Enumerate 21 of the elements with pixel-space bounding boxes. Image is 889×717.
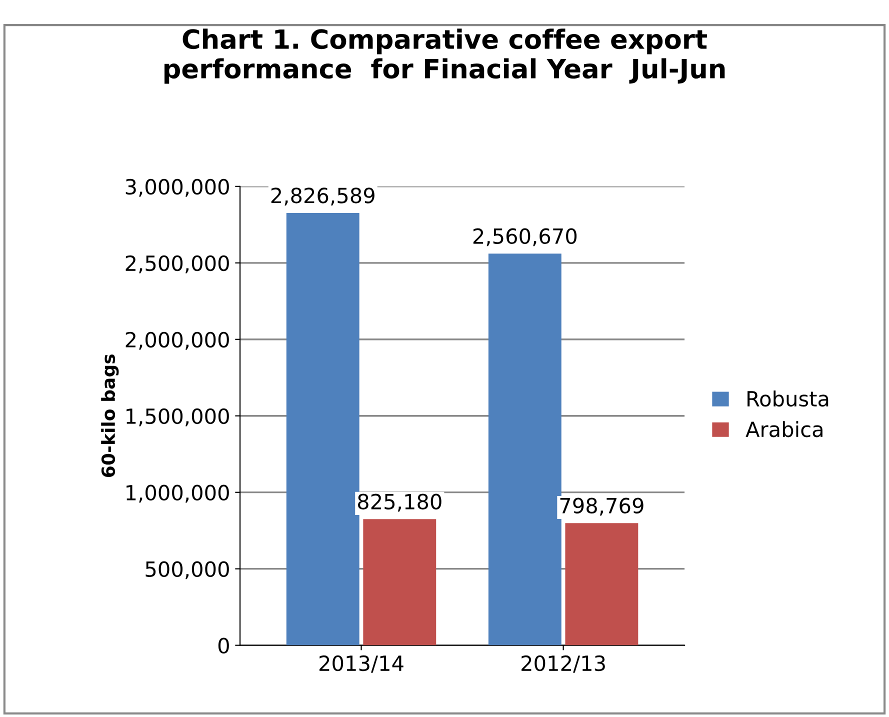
- y-tick-label: 1,000,000: [126, 484, 229, 503]
- bar: [363, 519, 436, 646]
- legend-label: Arabica: [746, 421, 822, 438]
- text: 825,180: [358, 494, 442, 512]
- chart-title: Chart 1. Comparative coffee export performance for Finacial Year Jul-Jun: [164, 28, 725, 84]
- text: 2,560,670: [473, 228, 577, 246]
- x-tick-label: 2012/13: [522, 655, 605, 673]
- bar: [565, 523, 638, 646]
- y-tick-label: 3,000,000: [126, 178, 229, 197]
- y-axis-title: 60-kilo bags: [101, 354, 119, 477]
- y-tick-label: 500,000: [146, 561, 229, 580]
- y-tick-label: 2,500,000: [126, 255, 229, 274]
- x-tick-label: 2013/14: [320, 655, 404, 673]
- y-tick-label: 1,500,000: [126, 408, 229, 426]
- text: 798,769: [560, 498, 644, 516]
- bar: [286, 212, 360, 646]
- text: 2,826,589: [271, 188, 374, 206]
- y-tick-label: 2,000,000: [126, 332, 229, 350]
- y-tick-label: 0: [218, 638, 229, 654]
- legend-label: Robusta: [748, 390, 828, 407]
- bar: [488, 254, 562, 646]
